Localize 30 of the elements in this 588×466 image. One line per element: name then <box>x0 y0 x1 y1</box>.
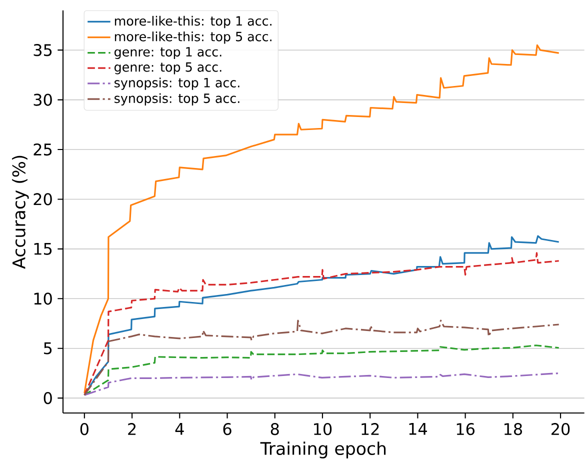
legend-label: synopsis: top 5 acc. <box>114 93 240 106</box>
line-series <box>84 44 560 394</box>
x-tick-label: 20 <box>552 423 570 436</box>
y-tick-label: 25 <box>34 143 52 156</box>
x-tick-label: 16 <box>456 423 474 436</box>
line-series <box>84 320 560 396</box>
x-tick-label: 2 <box>128 423 136 435</box>
x-tick-label: 0 <box>80 423 88 436</box>
y-tick-label: 20 <box>34 193 52 206</box>
line-series <box>84 372 560 396</box>
legend-label: genre: top 1 acc. <box>114 47 222 60</box>
legend-label: more-like-this: top 1 acc. <box>114 16 272 28</box>
y-tick-label: 10 <box>34 292 52 305</box>
legend-label: genre: top 5 acc. <box>114 62 222 74</box>
x-tick-label: 6 <box>223 423 232 436</box>
x-tick-label: 4 <box>175 423 184 435</box>
x-axis-title: Training epoch <box>260 442 386 458</box>
y-tick-label: 0 <box>44 392 52 404</box>
y-axis-title: Accuracy (%) <box>12 156 29 269</box>
x-tick-label: 12 <box>362 423 379 435</box>
x-tick-label: 14 <box>409 423 427 435</box>
y-tick-label: 15 <box>34 242 52 255</box>
legend-label: synopsis: top 1 acc. <box>114 78 240 90</box>
y-tick-label: 30 <box>34 94 52 106</box>
y-tick-label: 5 <box>44 342 52 354</box>
x-tick-label: 18 <box>504 423 522 436</box>
x-tick-label: 8 <box>270 423 279 436</box>
x-tick-label: 10 <box>314 423 332 436</box>
legend-label: more-like-this: top 5 acc. <box>114 32 272 44</box>
y-tick-label: 35 <box>34 44 52 56</box>
